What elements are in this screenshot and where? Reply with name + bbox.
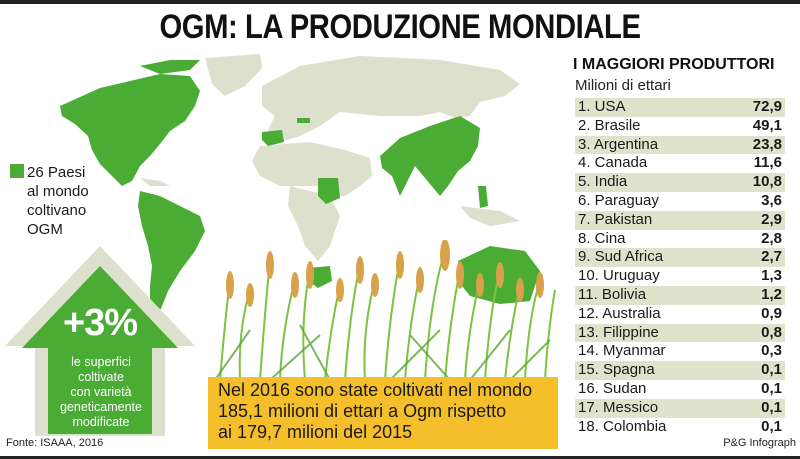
hectares-value: 11,6 [753, 154, 782, 172]
hectares-value: 0,1 [761, 361, 782, 379]
growth-line: geneticamente [59, 400, 142, 414]
table-row: 12. Australia 0,9 [575, 305, 785, 324]
hectares-value: 72,9 [752, 98, 782, 115]
growth-description: le superfici coltivate con varietà genet… [55, 355, 147, 430]
table-row: 8. Cina 2,8 [575, 230, 785, 249]
growth-line: modificate [72, 415, 130, 429]
country-label: 8. Cina [578, 229, 626, 247]
legend-line: 26 Paesi [27, 164, 86, 181]
country-label: 1. USA [578, 98, 626, 115]
country-label: 17. Messico [578, 398, 659, 416]
table-row: 5. India 10,8 [575, 173, 785, 192]
hectares-value: 0,1 [761, 417, 782, 435]
table-row: 7. Pakistan 2,9 [575, 210, 785, 230]
bottom-rule [0, 456, 800, 459]
country-label: 5. India [578, 173, 628, 191]
hectares-value: 0,3 [761, 342, 782, 360]
growth-percentage: +3% [62, 302, 138, 344]
table-row: 3. Argentina 23,8 [575, 135, 785, 155]
legend-line: OGM [27, 221, 63, 238]
table-row: 16. Sudan 0,1 [575, 380, 785, 399]
country-label: 16. Sudan [578, 379, 647, 397]
table-row: 14. Myanmar 0,3 [575, 342, 785, 361]
table-row: 4. Canada 11,6 [575, 154, 785, 173]
country-label: 6. Paraguay [578, 191, 659, 209]
table-title: I MAGGIORI PRODUTTORI [573, 56, 775, 73]
summary-line: 185,1 milioni di ettari a Ogm rispetto [218, 401, 507, 421]
legend-line: coltivano [27, 202, 87, 219]
country-label: 11. Bolivia [578, 285, 647, 303]
country-label: 3. Argentina [578, 135, 659, 153]
country-label: 2. Brasile [578, 116, 641, 134]
table-subtitle: Milioni di ettari [575, 77, 671, 94]
wheat-illustration [214, 240, 556, 380]
table-row: 9. Sud Africa 2,7 [575, 248, 785, 268]
producers-table: 1. USA 72,9 2. Brasile 49,1 3. Argentina 23… [575, 98, 785, 436]
growth-line: coltivate [78, 370, 124, 384]
growth-line: con varietà [70, 385, 132, 399]
up-arrow-icon [5, 246, 195, 436]
hectares-value: 0,1 [761, 379, 782, 397]
country-label: 15. Spagna [578, 361, 655, 379]
hectares-value: 2,9 [761, 210, 782, 228]
country-label: 12. Australia [578, 304, 661, 322]
table-row: 6. Paraguay 3,6 [575, 192, 785, 211]
hectares-value: 49,1 [752, 116, 782, 134]
summary-box: Nel 2016 sono state coltivati nel mondo … [208, 377, 558, 449]
table-row: 18. Colombia 0,1 [575, 418, 785, 437]
table-row: 1. USA 72,9 [575, 98, 785, 117]
top-rule [0, 0, 800, 4]
hectares-value: 3,6 [761, 191, 782, 209]
summary-line: ai 179,7 milioni del 2015 [218, 422, 413, 442]
country-label: 9. Sud Africa [578, 248, 664, 266]
summary-text: Nel 2016 sono state coltivati nel mondo … [218, 380, 532, 443]
legend-swatch [10, 164, 24, 178]
country-label: 13. Filippine [578, 323, 659, 341]
table-row: 17. Messico 0,1 [575, 398, 785, 418]
growth-line: le superfici [71, 355, 131, 369]
table-row: 2. Brasile 49,1 [575, 117, 785, 136]
table-row: 15. Spagna 0,1 [575, 361, 785, 380]
hectares-value: 1,2 [761, 285, 782, 303]
country-label: 10. Uruguay [578, 267, 660, 285]
country-label: 14. Myanmar [578, 342, 666, 360]
table-row: 13. Filippine 0,8 [575, 323, 785, 343]
page-title: OGM: LA PRODUZIONE MONDIALE [159, 8, 641, 46]
hectares-value: 23,8 [752, 135, 782, 153]
country-label: 7. Pakistan [578, 210, 653, 228]
hectares-value: 10,8 [752, 173, 782, 191]
table-row: 11. Bolivia 1,2 [575, 285, 785, 305]
hectares-value: 1,3 [761, 267, 782, 285]
summary-line: Nel 2016 sono state coltivati nel mondo [218, 380, 533, 400]
map-legend: 26 Paesi al mondo coltivano OGM [10, 163, 89, 239]
country-label: 4. Canada [578, 154, 648, 172]
hectares-value: 0,8 [761, 323, 782, 341]
table-row: 10. Uruguay 1,3 [575, 267, 785, 286]
hectares-value: 0,9 [761, 304, 782, 322]
legend-line: al mondo [27, 183, 89, 200]
hectares-value: 2,7 [761, 248, 782, 266]
hectares-value: 2,8 [761, 229, 782, 247]
credit-note: P&G Infograph [723, 437, 796, 449]
hectares-value: 0,1 [761, 398, 782, 416]
country-label: 18. Colombia [578, 417, 667, 435]
source-note: Fonte: ISAAA, 2016 [6, 437, 104, 449]
